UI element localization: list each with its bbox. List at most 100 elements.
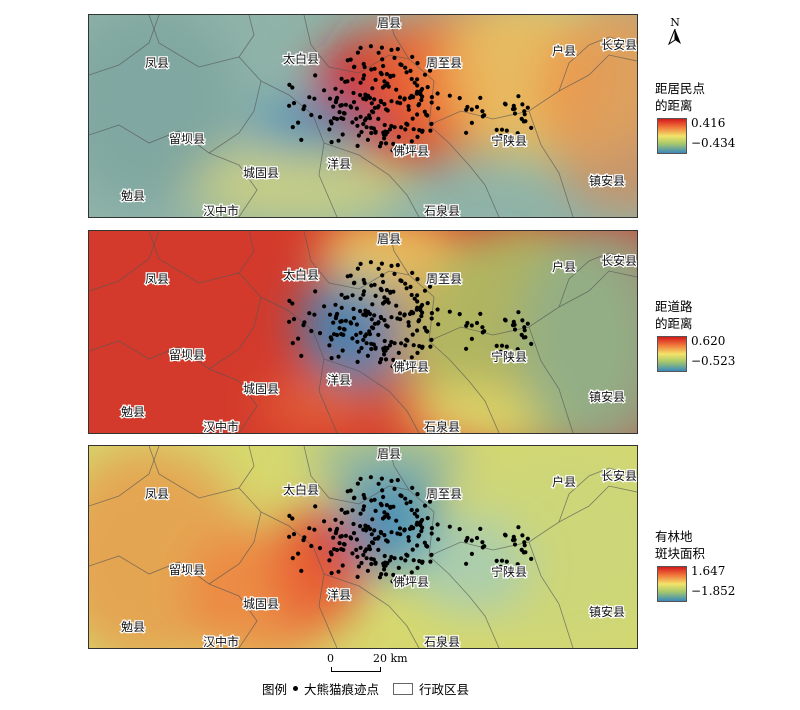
panda-point <box>351 316 357 321</box>
panda-point <box>342 327 347 332</box>
panda-point <box>457 527 462 532</box>
panda-point <box>419 529 424 534</box>
north-arrow-icon: N <box>664 16 686 48</box>
legend-low: −1.852 <box>691 584 736 598</box>
panda-point <box>435 307 440 312</box>
panda-point <box>340 563 345 568</box>
panda-point <box>519 547 524 552</box>
panda-point <box>395 47 400 52</box>
panda-point <box>400 147 405 152</box>
panda-point <box>376 116 381 121</box>
panda-point <box>429 311 434 316</box>
panda-point <box>328 335 333 340</box>
panda-point <box>414 307 419 312</box>
panda-point <box>290 125 295 130</box>
panda-point <box>385 561 390 566</box>
panda-point <box>422 503 428 508</box>
county-label: 佛坪县 <box>393 575 429 589</box>
panda-point <box>409 355 414 360</box>
county-label: 洋县 <box>327 587 351 602</box>
county-label: 勉县 <box>121 189 145 203</box>
panda-point <box>465 320 470 326</box>
panda-point <box>395 100 400 105</box>
panda-point <box>429 316 434 321</box>
county-label: 留坝县 <box>169 563 205 577</box>
panda-point <box>349 321 354 326</box>
panda-point <box>498 564 503 569</box>
panda-point <box>402 527 407 532</box>
panda-point <box>339 292 344 297</box>
panda-point <box>290 301 295 306</box>
panda-point <box>369 540 375 545</box>
panda-point <box>387 127 393 132</box>
panda-point <box>436 322 441 327</box>
panda-point <box>389 47 394 53</box>
panda-point <box>392 125 397 130</box>
panda-point <box>425 85 430 90</box>
map-panel-forest: 眉县 凤县 太白县 周至县 户县 长安县 留坝县 城固县 洋县 佛坪县 宁陕县 镇安县 勉县 汉中市 石泉县 <box>88 445 638 649</box>
panda-point <box>354 322 359 327</box>
panda-point <box>370 86 375 91</box>
panda-point <box>340 348 345 353</box>
panda-point <box>379 530 384 536</box>
panda-point <box>361 61 366 67</box>
panda-point <box>388 504 393 509</box>
panda-point <box>287 103 292 108</box>
panda-point <box>385 346 390 351</box>
county-label: 佛坪县 <box>393 144 429 158</box>
panda-point <box>352 495 357 500</box>
panda-point <box>337 326 342 331</box>
panda-point <box>391 141 396 146</box>
panda-point <box>516 525 521 530</box>
panda-point <box>365 568 370 573</box>
panda-point <box>296 336 301 341</box>
panda-point <box>394 518 399 523</box>
panda-point <box>402 312 407 317</box>
panda-point <box>512 106 517 111</box>
panda-point <box>327 127 332 132</box>
panda-point <box>299 137 304 142</box>
panda-point <box>352 280 357 285</box>
panda-point <box>334 528 339 534</box>
panda-point <box>406 535 411 540</box>
county-label: 汉中市 <box>203 419 239 433</box>
panda-point <box>376 50 381 55</box>
legend-title: 距道路 的距离 <box>655 299 693 331</box>
panda-point <box>343 533 348 538</box>
panda-point <box>404 70 409 75</box>
panda-point <box>372 321 377 326</box>
panda-point <box>529 556 534 561</box>
panda-point <box>415 514 420 519</box>
panda-point <box>349 105 354 110</box>
county-label: 城固县 <box>243 382 279 396</box>
panda-point <box>382 567 387 572</box>
panda-point <box>474 104 480 110</box>
panda-point <box>457 96 462 101</box>
panda-point <box>354 116 359 121</box>
county-label: 城固县 <box>243 166 279 180</box>
panda-point <box>354 106 359 111</box>
panda-point <box>469 336 474 341</box>
panda-point <box>391 357 396 362</box>
panda-point <box>358 476 363 481</box>
panda-point <box>403 65 408 70</box>
panda-point <box>425 516 430 521</box>
panda-point <box>364 556 369 561</box>
color-ramp: 0.620 −0.523 <box>655 334 735 372</box>
panda-point <box>516 310 521 315</box>
panda-point <box>382 83 387 88</box>
panda-point <box>369 317 374 322</box>
panda-point <box>519 332 524 337</box>
panda-point <box>522 543 527 548</box>
panda-point <box>334 332 340 338</box>
panda-point <box>410 485 415 490</box>
panda-point <box>498 133 503 138</box>
panda-point <box>389 263 394 268</box>
panda-point <box>327 96 333 101</box>
panda-point <box>415 299 420 304</box>
scale-start: 0 <box>327 652 334 665</box>
panda-point <box>379 315 384 321</box>
panda-point <box>370 517 375 522</box>
panda-point <box>333 86 338 91</box>
legend-high: 0.620 <box>691 334 726 348</box>
